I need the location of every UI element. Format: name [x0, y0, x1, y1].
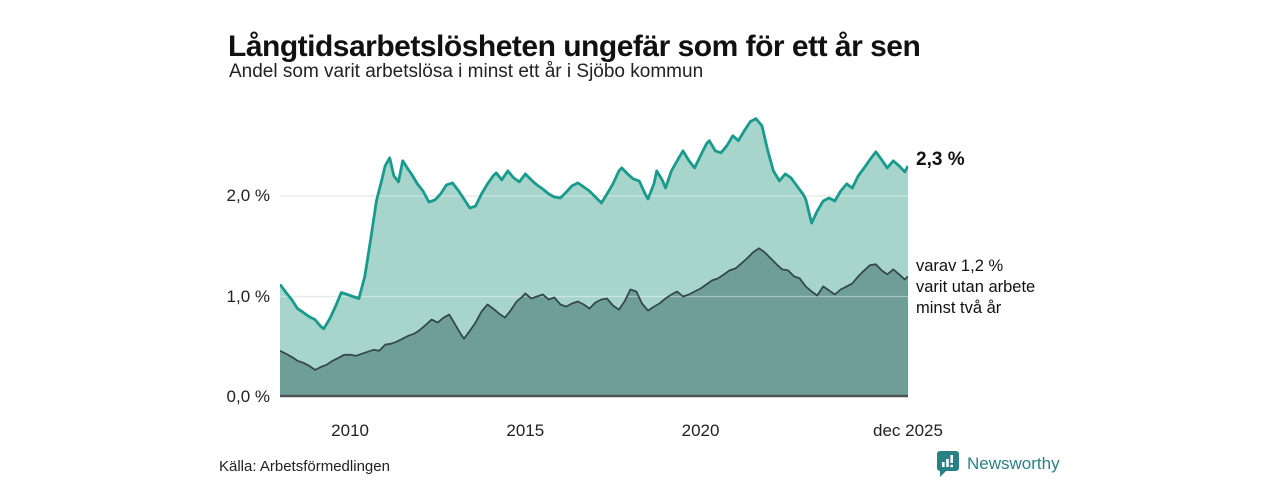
brand-name: Newsworthy — [967, 454, 1060, 473]
y-tick-label: 1,0 % — [226, 286, 270, 306]
series2-line — [280, 247, 908, 371]
x-tick-label: 2020 — [681, 421, 720, 440]
series2-annotation-line: minst två år — [916, 299, 1002, 317]
series2-annotation-line: varit utan arbete — [916, 278, 1036, 296]
x-tick-label: 2015 — [506, 421, 545, 440]
series1-line — [280, 117, 908, 331]
page-title: Långtidsarbetslösheten ungefär som för e… — [228, 30, 921, 64]
x-tick-label: dec 2025 — [873, 421, 943, 440]
series2-end-annotation: varav 1,2 % varit utan arbete minst två … — [916, 256, 1035, 319]
newsworthy-logo: Newsworthy — [936, 450, 1060, 478]
newsworthy-bubble-barchart-icon — [937, 451, 959, 477]
series2-annotation-line: varav 1,2 % — [916, 257, 1004, 275]
page-subtitle: Andel som varit arbetslösa i minst ett å… — [229, 61, 704, 82]
x-tick-label: 2010 — [331, 421, 369, 440]
plot-area — [280, 117, 908, 398]
y-tick-label: 0,0 % — [226, 387, 270, 406]
y-tick-label: 2,0 % — [226, 186, 270, 205]
series1-end-value-label: 2,3 % — [916, 149, 965, 170]
series2-area — [280, 248, 908, 397]
source-credit: Källa: Arbetsförmedlingen — [219, 458, 390, 475]
